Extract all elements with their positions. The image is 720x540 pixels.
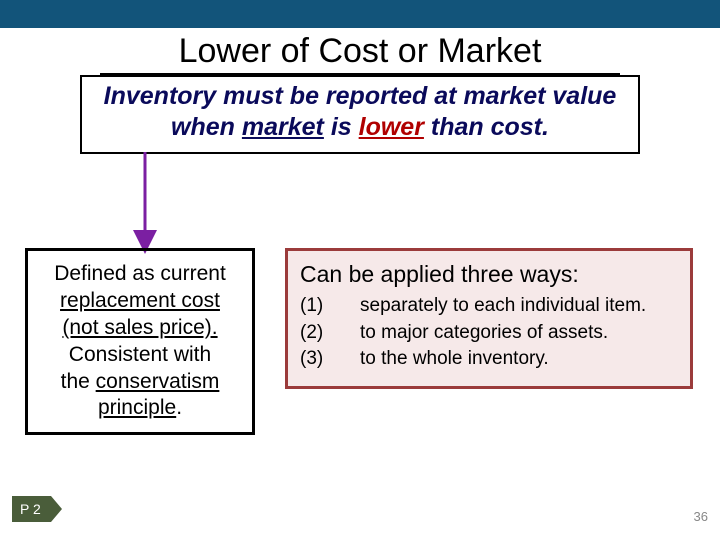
slide-title: Lower of Cost or Market: [100, 32, 620, 75]
subtitle-market-word: market: [242, 113, 324, 141]
header-bar: [0, 0, 720, 28]
page-number: 36: [694, 509, 708, 524]
def-line5: the conservatism principle.: [36, 369, 244, 423]
application-item: (3) to the whole inventory.: [300, 347, 678, 372]
item-number: (2): [300, 321, 360, 346]
subtitle-lower-word: lower: [359, 113, 424, 141]
def-line3: (not sales price).: [36, 315, 244, 342]
subtitle-box: Inventory must be reported at market val…: [80, 75, 640, 154]
section-marker: P 2: [12, 496, 62, 522]
application-box: Can be applied three ways: (1) separatel…: [285, 248, 693, 389]
application-item: (1) separately to each individual item.: [300, 294, 678, 319]
item-text: to the whole inventory.: [360, 347, 678, 372]
item-text: separately to each individual item.: [360, 294, 678, 319]
def-line2: replacement cost: [36, 288, 244, 315]
application-item: (2) to major categories of assets.: [300, 321, 678, 346]
application-header: Can be applied three ways:: [300, 261, 678, 288]
def-line1: Defined as current: [36, 261, 244, 288]
item-number: (3): [300, 347, 360, 372]
def-principle: conservatism principle: [96, 370, 220, 420]
subtitle-mid: is: [324, 113, 359, 141]
item-number: (1): [300, 294, 360, 319]
def-line4: Consistent with: [36, 342, 244, 369]
def-line5-end: .: [176, 396, 182, 419]
item-text: to major categories of assets.: [360, 321, 678, 346]
subtitle-suffix: than cost.: [424, 113, 549, 141]
definition-box: Defined as current replacement cost (not…: [25, 248, 255, 435]
def-line5-pre: the: [61, 370, 96, 393]
